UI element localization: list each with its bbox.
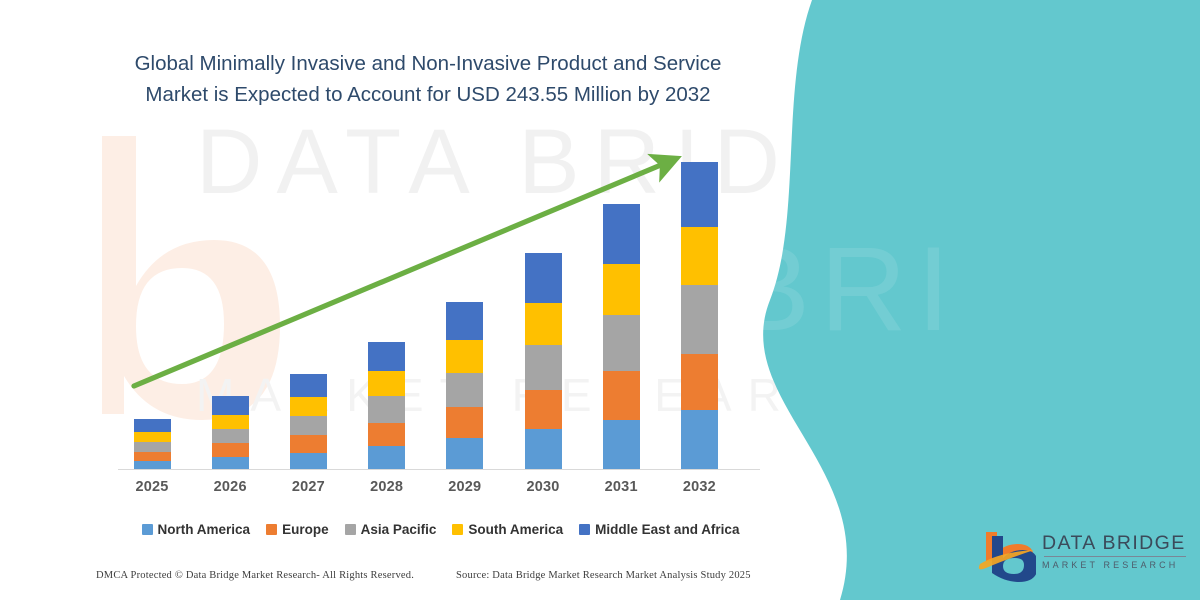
bar-segment: [133, 442, 171, 452]
x-axis-label-2032: 2032: [682, 479, 716, 495]
bar-segment: [602, 314, 640, 372]
legend-label: Middle East and Africa: [595, 521, 740, 537]
legend-swatch: [452, 523, 464, 535]
bar-2026: [211, 396, 249, 469]
x-axis-label-2026: 2026: [213, 479, 247, 495]
bar-segment: [133, 460, 171, 469]
bar-segment: [211, 396, 249, 415]
bar-2030: [524, 253, 562, 469]
bar-segment: [680, 353, 718, 411]
bar-segment: [289, 415, 327, 436]
dbmr-logo: DATA BRIDGE MARKET RESEARCH: [978, 528, 1188, 588]
bar-segment: [524, 389, 562, 429]
x-axis-labels: 2025 2026 2027 2028 2029 2030 2031 2032: [0, 479, 790, 501]
legend-item-asia-pacific[interactable]: Asia Pacific: [344, 521, 437, 537]
chart: 2025 2026 2027 2028 2029 2030 2031 2032 North A…: [0, 153, 790, 539]
bar-segment: [289, 435, 327, 453]
bar-segment: [211, 443, 249, 457]
bar-2028: [368, 341, 406, 469]
bar-2032: [680, 161, 718, 469]
dbmr-logo-divider: [1044, 556, 1186, 557]
bar-segment: [133, 418, 171, 433]
bar-segment: [680, 285, 718, 354]
bar-segment: [524, 344, 562, 390]
bar-2031: [602, 204, 640, 469]
bar-segment: [602, 371, 640, 420]
bar-segment: [446, 301, 484, 340]
dbmr-logo-title: DATA BRIDGE: [1042, 532, 1186, 554]
legend-label: North America: [157, 521, 251, 537]
bar-segment: [211, 428, 249, 444]
bar-segment: [680, 226, 718, 286]
page-title: Global Minimally Invasive and Non-Invasi…: [134, 52, 722, 106]
svg-text:BRI: BRI: [740, 222, 960, 356]
legend-item-europe[interactable]: Europe: [266, 522, 329, 537]
bar-segment: [602, 204, 640, 264]
chart-legend: North America Europe Asia Pacific South Ame…: [118, 519, 763, 539]
legend-swatch: [141, 523, 153, 535]
svg-text:RC: RC: [740, 506, 843, 573]
legend-swatch: [344, 523, 356, 535]
x-axis-label-2031: 2031: [604, 479, 638, 495]
bar-segment: [133, 451, 171, 461]
bar-2029: [446, 301, 484, 469]
bar-segment: [446, 438, 484, 469]
bar-segment: [368, 341, 406, 372]
x-axis-label-2028: 2028: [370, 479, 404, 495]
dbmr-logo-text: DATA BRIDGE MARKET RESEARCH: [1042, 532, 1188, 571]
footer-source: Source: Data Bridge Market Research Mark…: [456, 570, 751, 581]
x-axis-label-2025: 2025: [135, 479, 169, 495]
bar-segment: [680, 410, 718, 469]
x-axis-label-2030: 2030: [526, 479, 560, 495]
bar-2025: [133, 418, 171, 469]
bar-segment: [602, 263, 640, 315]
bar-segment: [368, 371, 406, 397]
bar-segment: [289, 452, 327, 469]
bar-segment: [446, 407, 484, 439]
bar-segment: [368, 422, 406, 447]
bar-segment: [446, 372, 484, 408]
bar-segment: [133, 432, 171, 443]
bar-segment: [289, 397, 327, 416]
legend-label: Europe: [282, 521, 329, 537]
bar-segment: [680, 161, 718, 227]
bar-segment: [289, 373, 327, 398]
bar-segment: [524, 302, 562, 345]
legend-item-south-america[interactable]: South America: [452, 522, 563, 537]
legend-label: Asia Pacific: [360, 521, 437, 537]
x-axis-label-2029: 2029: [448, 479, 482, 495]
bar-segment: [368, 446, 406, 469]
bar-group: [133, 161, 718, 469]
bar-segment: [211, 414, 249, 429]
legend-item-north-america[interactable]: North America: [141, 521, 251, 537]
right-panel: BRI RC Global Minimally Invasive and Non…: [740, 0, 1200, 600]
chart-baseline: [118, 469, 760, 470]
bar-2027: [289, 373, 327, 469]
legend-item-middle-east-and-africa[interactable]: Middle East and Africa: [579, 522, 739, 537]
bar-segment: [446, 339, 484, 373]
footer-copyright: DMCA Protected © Data Bridge Market Rese…: [96, 570, 415, 581]
dbmr-logo-subtitle: MARKET RESEARCH: [1042, 560, 1179, 570]
bar-segment: [368, 396, 406, 423]
dbmr-logo-mark-icon: [978, 530, 1038, 584]
legend-label: South America: [468, 521, 564, 537]
bar-segment: [602, 419, 640, 469]
bar-segment: [524, 253, 562, 303]
bar-segment: [211, 456, 249, 469]
bar-segment: [524, 428, 562, 469]
legend-swatch: [579, 523, 591, 535]
legend-swatch: [266, 523, 278, 535]
x-axis-label-2027: 2027: [291, 479, 325, 495]
